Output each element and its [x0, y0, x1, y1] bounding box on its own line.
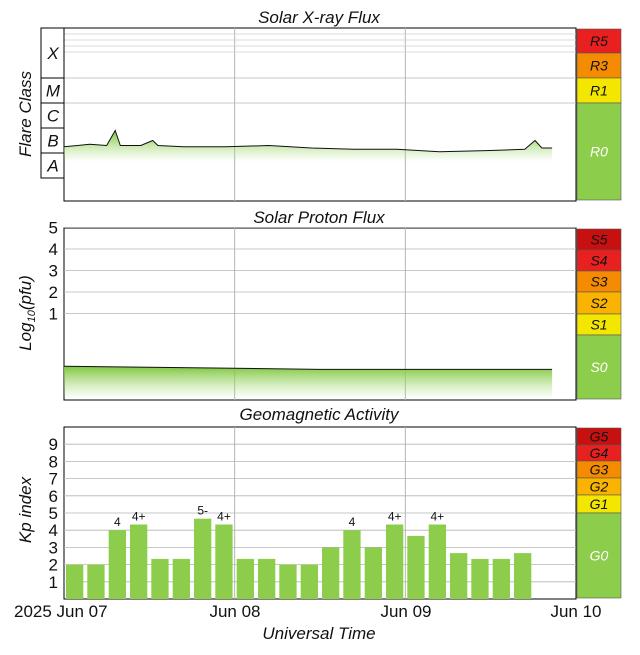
scale-label-s0: S0	[590, 359, 607, 375]
scale-label-g0: G0	[590, 548, 609, 564]
x-axis: 2025 Jun 07 Jun 08 Jun 09 Jun 10	[14, 602, 602, 621]
scale-label-r3: R3	[590, 58, 608, 74]
kp-bar-label: 4+	[217, 510, 231, 524]
kp-bar	[172, 558, 190, 599]
xray-gridlines	[64, 28, 576, 201]
geomag-title: Geomagnetic Activity	[239, 405, 400, 424]
kp-bar	[87, 564, 105, 599]
proton-panel: 1 2 3 4 5 S5 S4 S3 S2 S1 S0	[49, 219, 622, 401]
kp-bar-label: 4+	[430, 510, 444, 524]
scale-label-r5: R5	[590, 33, 608, 49]
scale-label-g4: G4	[590, 445, 609, 461]
kp-tick-label: 8	[49, 452, 58, 471]
scale-box-s0	[576, 334, 622, 400]
kp-bar	[407, 535, 425, 599]
xray-flux-area	[64, 130, 553, 162]
kp-tick-label: 6	[49, 487, 58, 506]
scale-box-r0	[576, 102, 622, 201]
proton-flux-series	[63, 365, 553, 398]
x-tick-label: Jun 09	[380, 602, 431, 621]
xray-flux-series	[63, 129, 553, 162]
kp-bar	[492, 558, 510, 599]
kp-bar	[108, 530, 126, 599]
proton-tick-label: 1	[49, 305, 58, 324]
kp-bar-label: 4	[114, 515, 121, 529]
scale-label-g5: G5	[590, 429, 609, 445]
scale-label-g1: G1	[590, 496, 609, 512]
kp-bar	[258, 558, 276, 599]
scale-label-g2: G2	[590, 479, 609, 495]
proton-flux-area	[64, 366, 553, 398]
x-tick-label: Jun 10	[550, 602, 601, 621]
scale-label-s1: S1	[590, 317, 607, 333]
kp-bar	[322, 547, 340, 599]
proton-tick-label: 3	[49, 262, 58, 281]
kp-tick-label: 1	[49, 573, 58, 592]
kp-bar	[514, 553, 532, 599]
kp-bar	[66, 564, 84, 599]
xray-r-scale: R5 R3 R1 R0	[576, 28, 622, 201]
xray-ylabel: Flare Class	[16, 71, 35, 157]
proton-s-scale: S5 S4 S3 S2 S1 S0	[576, 228, 622, 400]
class-label-c: C	[47, 107, 60, 126]
class-label-a: A	[46, 157, 58, 176]
kp-bar	[151, 558, 169, 599]
xray-title: Solar X-ray Flux	[258, 8, 380, 27]
kp-bar	[428, 524, 446, 599]
kp-tick-label: 9	[49, 435, 58, 454]
geomag-ylabel: Kp index	[16, 476, 35, 543]
kp-bar	[386, 524, 404, 599]
x-axis-title: Universal Time	[262, 624, 375, 643]
kp-bar	[300, 564, 318, 599]
proton-flux-line	[63, 365, 553, 370]
kp-bar	[471, 558, 489, 599]
kp-bar-label: 4	[349, 515, 356, 529]
kp-bar	[130, 524, 148, 599]
kp-bar	[364, 547, 382, 599]
scale-label-r1: R1	[590, 83, 608, 99]
proton-gridlines: 1 2 3 4 5	[49, 219, 576, 400]
x-tick-label: Jun 08	[209, 602, 260, 621]
proton-ylabel: Log10(pfu)	[16, 275, 38, 351]
scale-label-s4: S4	[590, 253, 607, 269]
kp-bar-label: 5-	[197, 504, 208, 518]
kp-bar	[279, 564, 297, 599]
kp-tick-label: 3	[49, 538, 58, 557]
kp-bar	[215, 524, 233, 599]
scale-box-g0	[576, 512, 622, 599]
xray-flux-line	[63, 129, 553, 153]
proton-title: Solar Proton Flux	[253, 208, 385, 227]
proton-tick-label: 4	[49, 240, 58, 259]
proton-tick-label: 2	[49, 283, 58, 302]
kp-bar	[236, 558, 254, 599]
scale-label-g3: G3	[590, 462, 609, 478]
kp-tick-label: 7	[49, 470, 58, 489]
kp-tick-label: 2	[49, 556, 58, 575]
scale-label-s5: S5	[590, 232, 607, 248]
proton-tick-label: 5	[49, 219, 58, 238]
kp-tick-label: 5	[49, 504, 58, 523]
x-tick-label: 2025 Jun 07	[14, 602, 108, 621]
kp-bar	[450, 553, 468, 599]
kp-bar-label: 4+	[388, 510, 402, 524]
class-label-b: B	[47, 132, 58, 151]
scale-label-s3: S3	[590, 274, 607, 290]
class-label-x: X	[46, 44, 59, 63]
kp-bar-label: 4+	[132, 510, 146, 524]
kp-bar	[343, 530, 361, 599]
kp-bars: 4 4+ 5- 4+ 4 4+ 4+	[66, 504, 532, 599]
kp-tick-label: 4	[49, 521, 58, 540]
kp-bar	[194, 518, 212, 599]
scale-label-r0: R0	[590, 144, 608, 160]
scale-label-s2: S2	[590, 295, 607, 311]
class-label-m: M	[46, 82, 61, 101]
